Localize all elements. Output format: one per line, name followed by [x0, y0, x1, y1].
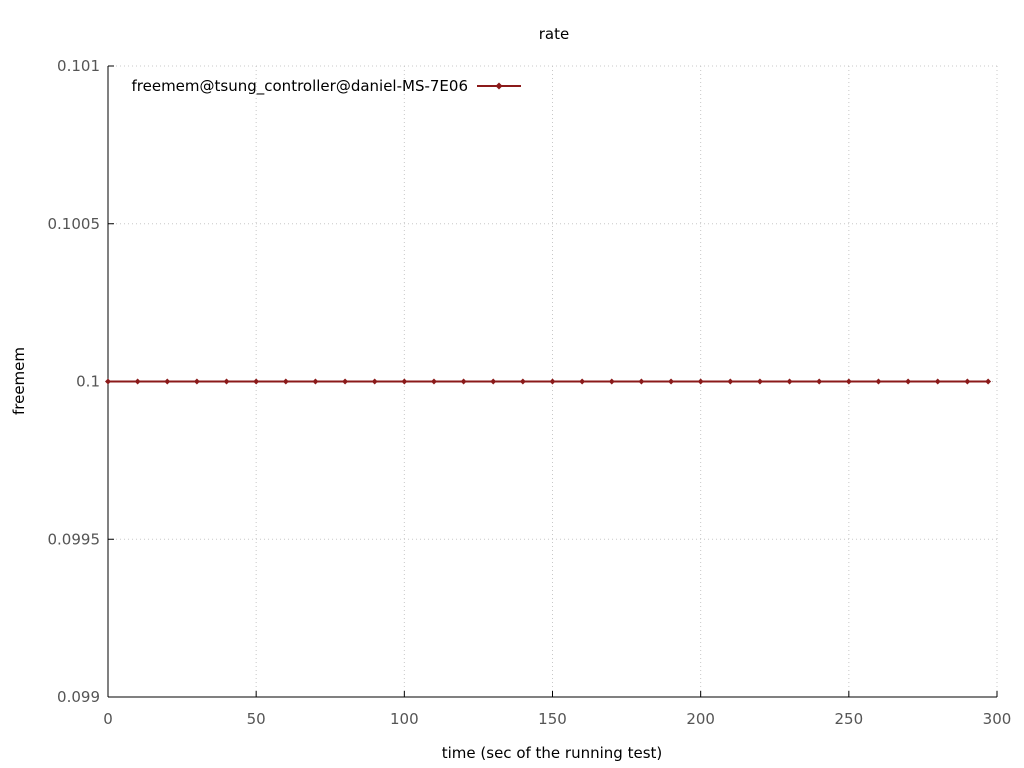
data-point	[756, 378, 763, 385]
x-tick-label: 300	[983, 710, 1012, 728]
data-point	[134, 378, 141, 385]
legend: freemem@tsung_controller@daniel-MS-7E06	[132, 77, 521, 96]
data-point	[460, 378, 467, 385]
data-point	[727, 378, 734, 385]
data-point	[164, 378, 171, 385]
data-point	[223, 378, 230, 385]
data-point	[519, 378, 526, 385]
tick-labels: 0 50 100 150 200 250 300 0.099 0.0995 0.1 0.1005 0.…	[48, 57, 1012, 728]
data-point	[786, 378, 793, 385]
data-point	[490, 378, 497, 385]
x-tick-label: 250	[835, 710, 864, 728]
data-point	[668, 378, 675, 385]
data-point	[964, 378, 971, 385]
x-tick-label: 200	[686, 710, 715, 728]
data-point	[905, 378, 912, 385]
data-point	[579, 378, 586, 385]
data-point	[875, 378, 882, 385]
data-point	[312, 378, 319, 385]
data-point	[105, 378, 111, 385]
x-tick-label: 50	[247, 710, 266, 728]
data-point	[845, 378, 852, 385]
y-tick-label: 0.101	[57, 57, 100, 75]
data-point	[934, 378, 941, 385]
x-tick-label: 0	[103, 710, 113, 728]
data-point	[638, 378, 645, 385]
data-point	[193, 378, 200, 385]
data-point	[549, 378, 556, 385]
data-point	[371, 378, 378, 385]
legend-marker	[495, 82, 503, 90]
y-tick-label: 0.099	[57, 688, 100, 706]
data-point	[342, 378, 349, 385]
data-point	[816, 378, 823, 385]
y-tick-label: 0.1	[76, 373, 100, 391]
y-tick-label: 0.1005	[48, 215, 101, 233]
x-axis-title: time (sec of the running test)	[442, 744, 663, 762]
data-point	[253, 378, 260, 385]
data-point	[401, 378, 408, 385]
chart-title: rate	[539, 25, 569, 43]
data-point	[697, 378, 704, 385]
x-tick-label: 100	[390, 710, 419, 728]
data-point	[608, 378, 615, 385]
data-point	[282, 378, 289, 385]
data-point	[985, 378, 992, 385]
y-axis-title: freemem	[10, 347, 28, 415]
legend-label: freemem@tsung_controller@daniel-MS-7E06	[132, 77, 469, 96]
series-layer	[105, 378, 992, 385]
y-tick-label: 0.0995	[48, 530, 101, 548]
x-tick-label: 150	[538, 710, 567, 728]
data-point	[430, 378, 437, 385]
